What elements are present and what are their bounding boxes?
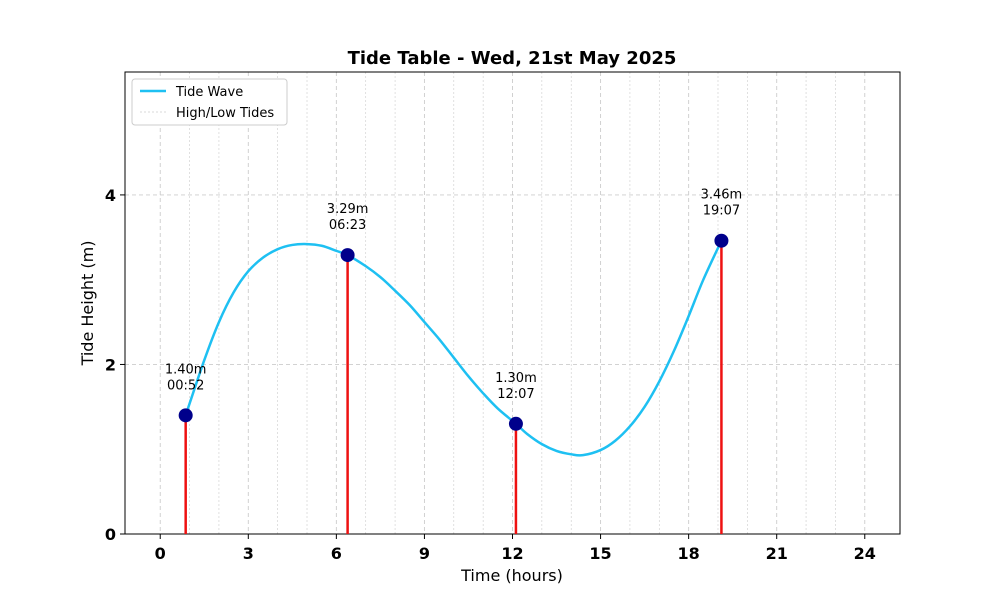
y-axis-label: Tide Height (m) bbox=[78, 241, 97, 367]
tide-marker bbox=[714, 233, 729, 248]
tide-height-label: 3.46m bbox=[701, 188, 743, 203]
legend-wave-label: Tide Wave bbox=[175, 85, 243, 100]
legend: Tide Wave High/Low Tides bbox=[131, 78, 288, 126]
y-tick-label: 0 bbox=[105, 525, 116, 544]
tide-time-label: 12:07 bbox=[497, 387, 534, 402]
tide-height-label: 1.30m bbox=[495, 371, 537, 386]
x-tick-label: 3 bbox=[243, 544, 254, 563]
chart-title: Tide Table - Wed, 21st May 2025 bbox=[348, 48, 677, 69]
tide-marker bbox=[340, 248, 355, 263]
x-tick-label: 12 bbox=[501, 544, 523, 563]
tide-marker bbox=[178, 408, 193, 423]
grid bbox=[125, 72, 900, 535]
x-axis-label: Time (hours) bbox=[460, 566, 563, 585]
x-tick-label: 0 bbox=[155, 544, 166, 563]
y-tick-label: 2 bbox=[105, 355, 116, 374]
legend-box bbox=[131, 78, 288, 126]
x-tick-label: 15 bbox=[589, 544, 611, 563]
tide-time-label: 00:52 bbox=[167, 378, 204, 393]
tide-time-label: 06:23 bbox=[329, 218, 366, 233]
tide-marker bbox=[508, 416, 523, 431]
tide-height-label: 3.29m bbox=[327, 202, 369, 217]
legend-tides-label: High/Low Tides bbox=[176, 106, 274, 121]
tide-time-label: 19:07 bbox=[703, 204, 740, 219]
x-tick-label: 6 bbox=[331, 544, 342, 563]
x-tick-label: 9 bbox=[419, 544, 430, 563]
x-tick-label: 24 bbox=[854, 544, 876, 563]
x-tick-label: 21 bbox=[766, 544, 788, 563]
x-tick-label: 18 bbox=[678, 544, 700, 563]
tide-height-label: 1.40m bbox=[165, 362, 207, 377]
y-tick-label: 4 bbox=[105, 186, 116, 205]
tide-wave-line bbox=[184, 240, 723, 457]
